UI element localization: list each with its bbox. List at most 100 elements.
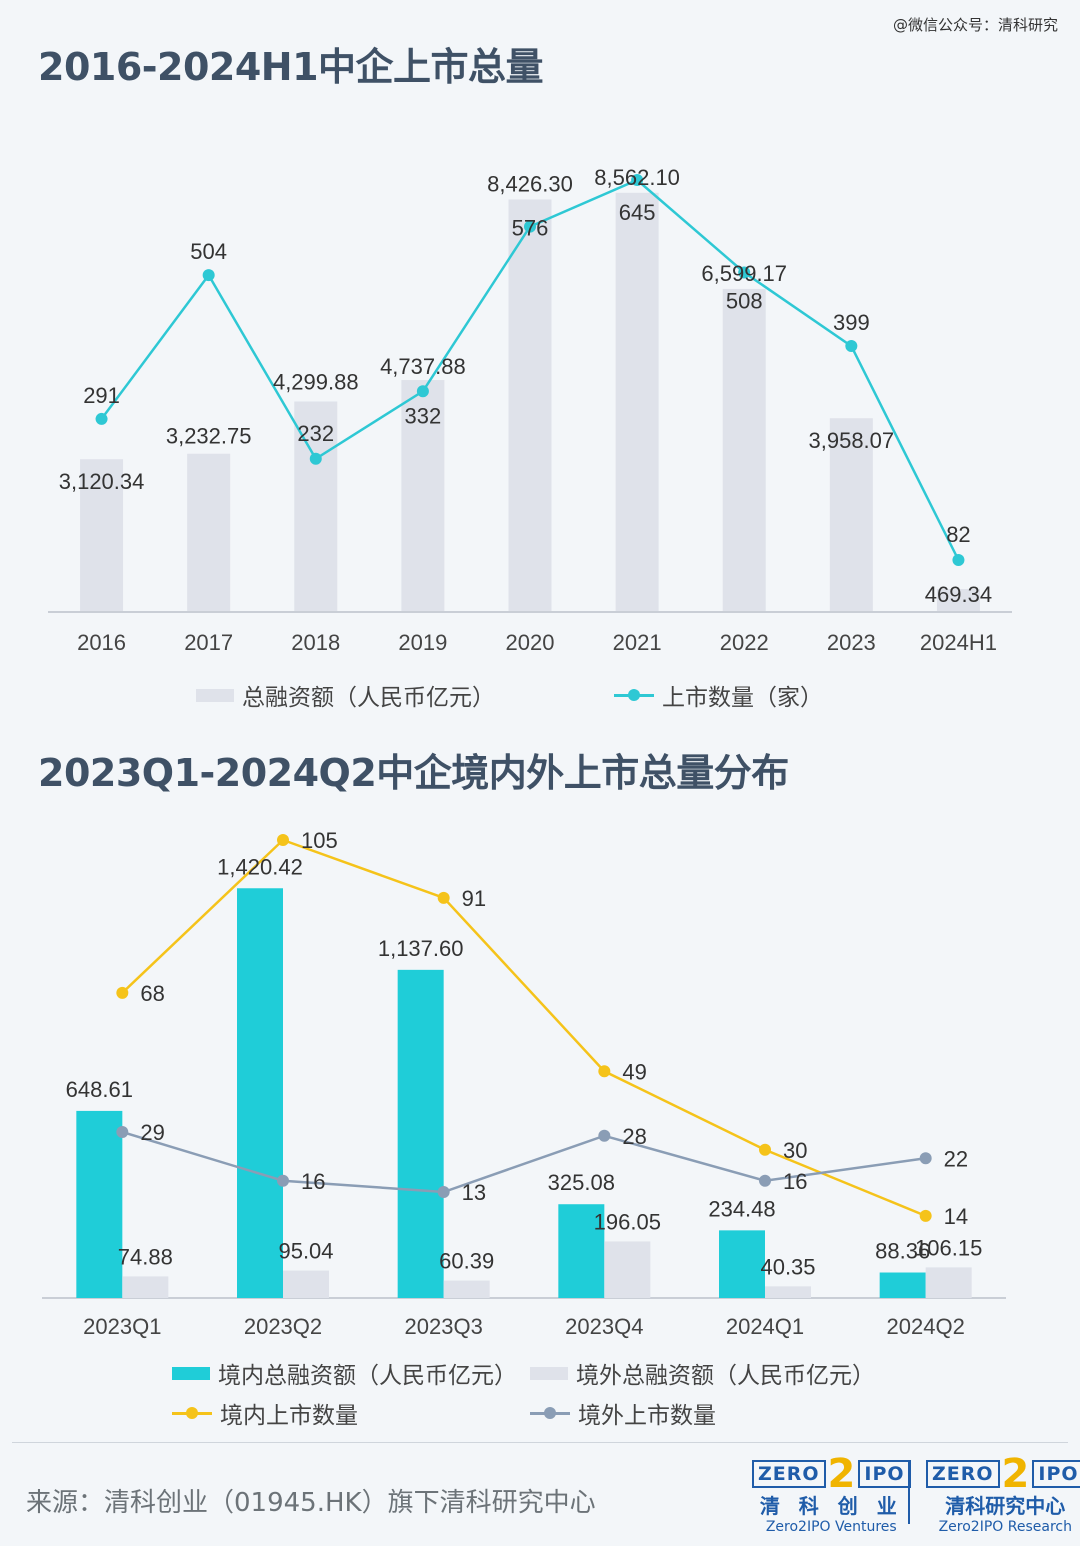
bar-data-label: 8,426.30 <box>487 171 573 196</box>
bar-total-financing <box>80 459 124 612</box>
line-data-label: 22 <box>944 1146 968 1171</box>
bar-data-label: 1,137.60 <box>378 936 464 961</box>
line-point <box>277 834 289 846</box>
line-data-label: 91 <box>462 886 486 911</box>
line-data-label: 508 <box>726 288 763 313</box>
bar-total-financing <box>722 288 766 612</box>
zero2ipo-research-logo: ZERO 2 IPO 清科研究中心 Zero2IPO Research <box>926 1454 1080 1535</box>
line-point <box>95 412 108 425</box>
bar-data-label: 106.15 <box>915 1235 982 1260</box>
chart1-legend-bar: 总融资额（人民币亿元） <box>196 678 495 712</box>
line-domestic-count <box>121 838 927 1218</box>
legend-label: 境外总融资额（人民币亿元） <box>576 1363 875 1389</box>
bar-domestic-financing <box>879 1272 926 1298</box>
source-note: 来源：清科创业（01945.HK）旗下清科研究中心 <box>26 1488 596 1518</box>
legend-label: 境外上市数量 <box>578 1403 716 1429</box>
logo-text: ZERO <box>752 1460 826 1488</box>
logo-cn: 清 科 创 业 <box>759 1494 903 1518</box>
bar-overseas-financing <box>283 1270 329 1298</box>
bar-total-financing <box>187 453 231 612</box>
line-point <box>631 174 644 186</box>
line-data-label: 30 <box>783 1138 807 1163</box>
bar-domestic-financing <box>558 1204 605 1298</box>
line-data-label: 68 <box>140 981 164 1006</box>
legend-label: 总融资额（人民币亿元） <box>242 685 495 711</box>
x-tick-label: 2023Q3 <box>405 1314 483 1339</box>
bar-data-label: 4,737.88 <box>380 354 466 379</box>
legend-label: 境内上市数量 <box>220 1403 358 1429</box>
line-data-label: 82 <box>946 522 970 547</box>
chart1-title: 2016-2024H1中企上市总量 <box>38 45 544 89</box>
bar-data-label: 325.08 <box>548 1170 615 1195</box>
bar-data-label: 469.34 <box>925 582 992 607</box>
watermark: @微信公众号：清科研究 <box>892 16 1058 34</box>
legend-label: 境内总融资额（人民币亿元） <box>218 1363 517 1389</box>
x-tick-label: 2023Q1 <box>83 1314 161 1339</box>
x-tick-label: 2022 <box>720 630 769 655</box>
line-point <box>309 452 322 465</box>
bar-data-label: 6,599.17 <box>701 261 787 286</box>
bar-data-label: 3,232.75 <box>166 424 252 449</box>
logo-text: IPO <box>1032 1460 1080 1488</box>
bar-overseas-financing <box>604 1241 651 1298</box>
line-data-label: 105 <box>301 828 338 853</box>
line-point <box>598 1129 611 1142</box>
line-point <box>845 340 858 353</box>
line-point <box>437 1186 450 1198</box>
bar-data-label: 1,420.42 <box>217 854 303 879</box>
line-data-label: 28 <box>622 1124 646 1149</box>
legend-swatch-line <box>614 688 654 701</box>
bar-domestic-financing <box>237 888 283 1298</box>
zero2ipo-ventures-logo: ZERO 2 IPO 清 科 创 业 Zero2IPO Ventures <box>752 1451 911 1535</box>
bar-overseas-financing <box>443 1280 490 1298</box>
line-point <box>759 1174 771 1187</box>
chart2-plot: 2023Q1 2023Q2 2023Q3 2023Q4 2024Q1 2024Q2 648.… <box>42 828 1006 1339</box>
line-data-label: 645 <box>619 200 656 225</box>
legend-label: 上市数量（家） <box>662 685 823 711</box>
legend-swatch-bar <box>172 1366 210 1380</box>
bar-data-label: 4,299.88 <box>273 369 359 394</box>
footer-divider <box>12 1442 1068 1443</box>
logo-en: Zero2IPO Research <box>938 1519 1072 1535</box>
line-data-label: 576 <box>512 215 549 240</box>
x-tick-label: 2024Q2 <box>887 1314 965 1339</box>
line-point <box>598 1065 611 1078</box>
line-data-label: 14 <box>944 1204 968 1229</box>
bar-data-label: 234.48 <box>708 1196 775 1221</box>
bar-domestic-financing <box>719 1230 765 1298</box>
line-point <box>202 269 215 282</box>
chart2-legend-domestic-line: 境内上市数量 <box>172 1396 358 1430</box>
bar-data-label: 196.05 <box>594 1209 661 1234</box>
chart1-legend-line: 上市数量（家） <box>614 678 823 712</box>
x-tick-label: 2023Q2 <box>244 1314 322 1339</box>
logo-cn: 清科研究中心 <box>945 1494 1066 1518</box>
bar-data-label: 3,120.34 <box>59 469 145 494</box>
chart2-title: 2023Q1-2024Q2中企境内外上市总量分布 <box>38 751 789 795</box>
logo-text: ZERO <box>926 1460 1000 1488</box>
x-tick-label: 2018 <box>291 630 340 655</box>
bar-domestic-financing <box>76 1110 123 1298</box>
chart1-plot: 2016 2017 2018 2019 2020 2021 2022 2023 2024H1 3,… <box>48 165 1012 655</box>
line-point <box>919 1152 932 1165</box>
line-point <box>437 891 450 904</box>
bar-data-label: 60.39 <box>439 1249 494 1274</box>
line-data-label: 332 <box>405 403 442 428</box>
bar-data-label: 88.36 <box>875 1239 930 1264</box>
bar-overseas-financing <box>925 1267 972 1298</box>
line-data-label: 49 <box>622 1059 646 1084</box>
x-tick-label: 2023Q4 <box>565 1314 643 1339</box>
logo-text: 2 <box>827 1451 857 1497</box>
line-overseas-count <box>121 1130 926 1194</box>
legend-swatch-line <box>172 1406 212 1419</box>
bar-overseas-financing <box>122 1276 169 1298</box>
line-data-label: 232 <box>297 421 334 446</box>
legend-swatch-line <box>530 1406 570 1419</box>
bar-data-label: 8,562.10 <box>594 165 680 190</box>
line-data-label: 16 <box>783 1169 807 1194</box>
bar-total-financing <box>615 192 659 613</box>
logo-separator <box>908 1462 910 1524</box>
line-point <box>116 986 129 999</box>
x-tick-label: 2017 <box>184 630 233 655</box>
line-point <box>277 1174 289 1187</box>
line-data-label: 16 <box>301 1169 325 1194</box>
